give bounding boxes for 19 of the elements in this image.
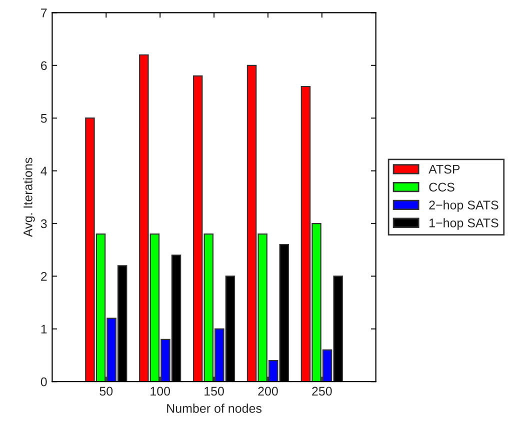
legend-label: CCS — [429, 182, 454, 192]
x-tick-label: 200 — [258, 386, 278, 396]
x-tick-label: 150 — [204, 386, 224, 396]
y-tick-label: 7 — [41, 8, 47, 18]
x-axis-title: Number of nodes — [167, 404, 262, 413]
y-axis-title: Avg. Iterations — [23, 158, 35, 237]
y-tick-label: 3 — [40, 219, 47, 228]
legend-label: ATSP — [428, 164, 460, 174]
y-tick-label: 2 — [41, 272, 47, 281]
x-tick-label: 50 — [100, 386, 113, 396]
x-tick-label: 100 — [150, 386, 170, 396]
legend-label: 2−hop SATS — [429, 200, 498, 212]
y-tick-label: 1 — [41, 324, 47, 334]
legend-label: 1−hop SATS — [430, 218, 498, 230]
y-tick-label: 5 — [40, 114, 47, 123]
x-tick-label: 250 — [312, 386, 332, 396]
y-tick-label: 4 — [40, 166, 47, 176]
y-tick-label: 0 — [40, 377, 47, 386]
y-tick-label: 6 — [41, 61, 47, 70]
